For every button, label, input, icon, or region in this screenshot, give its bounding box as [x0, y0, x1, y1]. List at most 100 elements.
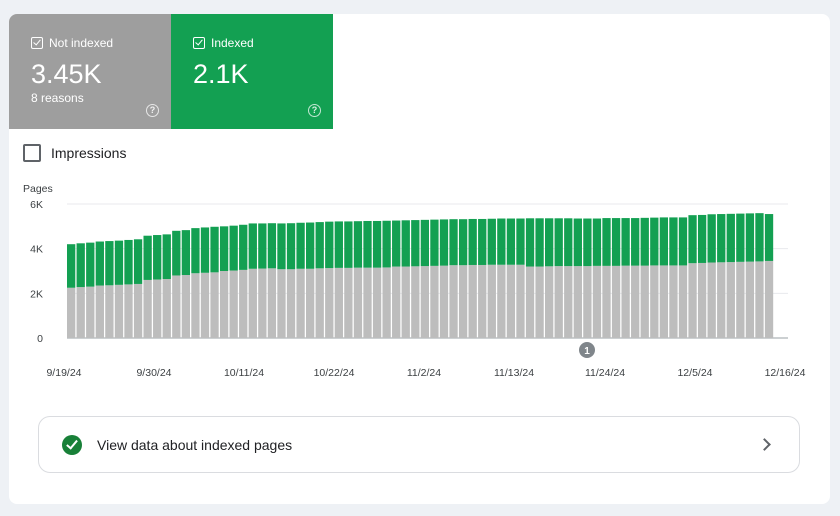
bar-not-indexed[interactable] — [583, 266, 592, 338]
bar-not-indexed[interactable] — [248, 268, 257, 338]
bar-indexed[interactable] — [736, 213, 745, 262]
bar-not-indexed[interactable] — [755, 261, 764, 338]
bar-not-indexed[interactable] — [631, 265, 640, 338]
indexed-tile[interactable]: Indexed 2.1K ? — [171, 14, 333, 129]
bar-not-indexed[interactable] — [392, 266, 401, 338]
bar-indexed[interactable] — [458, 219, 468, 266]
bar-indexed[interactable] — [76, 243, 85, 288]
bar-indexed[interactable] — [191, 228, 200, 274]
bar-indexed[interactable] — [745, 213, 755, 262]
bar-indexed[interactable] — [631, 218, 640, 266]
help-icon[interactable]: ? — [308, 104, 321, 117]
bar-indexed[interactable] — [420, 219, 430, 267]
bar-not-indexed[interactable] — [353, 267, 363, 338]
bar-indexed[interactable] — [573, 218, 582, 267]
annotation-marker[interactable] — [579, 342, 595, 358]
bar-indexed[interactable] — [621, 218, 630, 266]
bar-not-indexed[interactable] — [363, 267, 372, 338]
bar-indexed[interactable] — [267, 223, 277, 269]
bar-not-indexed[interactable] — [95, 285, 104, 338]
bar-not-indexed[interactable] — [114, 284, 124, 338]
bar-indexed[interactable] — [382, 220, 391, 268]
bar-indexed[interactable] — [717, 214, 726, 263]
bar-not-indexed[interactable] — [726, 262, 735, 338]
bar-indexed[interactable] — [105, 241, 114, 286]
bar-not-indexed[interactable] — [717, 262, 726, 338]
bar-not-indexed[interactable] — [411, 266, 420, 338]
bar-indexed[interactable] — [229, 225, 238, 271]
bar-not-indexed[interactable] — [172, 275, 181, 338]
bar-indexed[interactable] — [181, 230, 191, 276]
bar-indexed[interactable] — [315, 222, 324, 269]
bar-indexed[interactable] — [172, 230, 181, 276]
bar-not-indexed[interactable] — [325, 268, 334, 338]
bar-not-indexed[interactable] — [458, 265, 468, 338]
bar-indexed[interactable] — [296, 222, 305, 269]
view-indexed-pages-button[interactable]: View data about indexed pages — [38, 416, 800, 473]
bar-not-indexed[interactable] — [707, 262, 716, 338]
bar-not-indexed[interactable] — [659, 265, 669, 338]
bar-indexed[interactable] — [114, 240, 124, 285]
bar-indexed[interactable] — [124, 239, 133, 285]
bar-indexed[interactable] — [640, 217, 649, 266]
bar-indexed[interactable] — [401, 220, 410, 267]
bar-indexed[interactable] — [506, 218, 516, 265]
bar-not-indexed[interactable] — [258, 268, 267, 338]
bar-not-indexed[interactable] — [545, 266, 554, 338]
bar-not-indexed[interactable] — [516, 264, 525, 338]
bar-not-indexed[interactable] — [162, 279, 171, 338]
bar-not-indexed[interactable] — [267, 268, 277, 338]
bar-not-indexed[interactable] — [535, 266, 544, 338]
bar-not-indexed[interactable] — [210, 272, 219, 338]
bar-not-indexed[interactable] — [306, 268, 315, 338]
bar-indexed[interactable] — [468, 218, 477, 265]
bar-not-indexed[interactable] — [764, 260, 774, 338]
bar-not-indexed[interactable] — [640, 265, 649, 338]
bar-indexed[interactable] — [143, 235, 152, 280]
bar-not-indexed[interactable] — [669, 265, 678, 338]
bar-indexed[interactable] — [707, 214, 716, 263]
bar-not-indexed[interactable] — [105, 285, 114, 338]
bar-not-indexed[interactable] — [344, 267, 353, 338]
bar-not-indexed[interactable] — [506, 264, 516, 338]
bar-not-indexed[interactable] — [315, 268, 324, 338]
bar-indexed[interactable] — [439, 219, 449, 266]
bar-indexed[interactable] — [277, 223, 286, 270]
bar-indexed[interactable] — [86, 242, 95, 287]
bar-indexed[interactable] — [564, 218, 573, 267]
bar-not-indexed[interactable] — [449, 265, 458, 338]
impressions-checkbox[interactable] — [23, 144, 41, 162]
bar-indexed[interactable] — [353, 221, 363, 268]
bar-not-indexed[interactable] — [200, 272, 210, 338]
bar-indexed[interactable] — [162, 234, 171, 280]
bar-not-indexed[interactable] — [688, 263, 697, 338]
bar-indexed[interactable] — [133, 239, 143, 284]
bar-not-indexed[interactable] — [372, 267, 382, 338]
bar-indexed[interactable] — [697, 214, 707, 263]
bar-indexed[interactable] — [669, 217, 678, 266]
bar-not-indexed[interactable] — [181, 275, 191, 338]
bar-indexed[interactable] — [219, 226, 229, 271]
bar-indexed[interactable] — [430, 219, 439, 266]
bar-not-indexed[interactable] — [487, 264, 496, 338]
bar-not-indexed[interactable] — [382, 267, 391, 338]
bar-not-indexed[interactable] — [133, 283, 143, 338]
bar-indexed[interactable] — [487, 218, 496, 265]
bar-not-indexed[interactable] — [468, 264, 477, 338]
bar-indexed[interactable] — [239, 224, 248, 270]
bar-indexed[interactable] — [411, 220, 420, 267]
bar-not-indexed[interactable] — [592, 265, 602, 338]
bar-not-indexed[interactable] — [296, 268, 305, 338]
bar-not-indexed[interactable] — [239, 269, 248, 338]
bar-not-indexed[interactable] — [229, 270, 238, 338]
bar-indexed[interactable] — [325, 221, 334, 269]
bar-indexed[interactable] — [516, 218, 525, 265]
help-icon[interactable]: ? — [146, 104, 159, 117]
bar-not-indexed[interactable] — [678, 265, 688, 338]
not-indexed-checkbox-icon[interactable] — [31, 37, 43, 49]
bar-indexed[interactable] — [650, 217, 659, 266]
bar-indexed[interactable] — [659, 217, 669, 266]
bar-not-indexed[interactable] — [143, 279, 152, 338]
bar-not-indexed[interactable] — [430, 265, 439, 338]
bar-indexed[interactable] — [611, 218, 621, 266]
